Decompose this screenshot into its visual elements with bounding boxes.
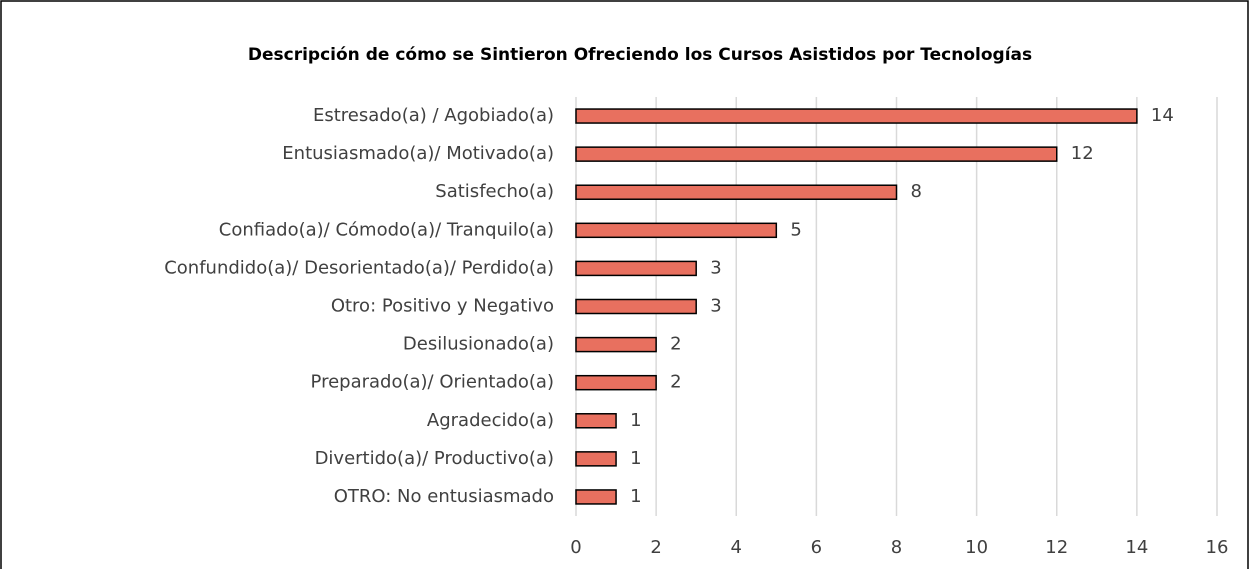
x-tick-label: 0 — [570, 537, 581, 558]
y-tick-label: Estresado(a) / Agobiado(a) — [313, 105, 554, 126]
y-tick-label: Preparado(a)/ Orientado(a) — [311, 372, 554, 393]
x-tick-label: 16 — [1206, 537, 1229, 558]
data-label: 12 — [1071, 143, 1094, 164]
data-label: 3 — [710, 257, 721, 278]
y-tick-label: Confundido(a)/ Desorientado(a)/ Perdido(… — [164, 257, 554, 278]
bar — [575, 222, 778, 239]
x-tick-label: 2 — [650, 537, 661, 558]
data-label: 3 — [710, 296, 721, 317]
bar — [575, 260, 697, 277]
bar — [575, 451, 617, 467]
bar — [575, 336, 657, 353]
chart-title: Descripción de cómo se Sintieron Ofrecie… — [248, 45, 1032, 65]
y-tick-label: Satisfecho(a) — [435, 181, 554, 202]
x-tick-label: 12 — [1045, 537, 1068, 558]
data-label: 14 — [1151, 105, 1174, 126]
y-tick-label: Confiado(a)/ Cómodo(a)/ Tranquilo(a) — [219, 219, 554, 240]
y-tick-label: Desilusionado(a) — [403, 334, 554, 355]
bar — [575, 413, 617, 429]
bar — [575, 184, 898, 200]
x-tick-label: 8 — [891, 537, 902, 558]
data-label: 8 — [911, 181, 922, 202]
data-label: 2 — [670, 334, 681, 355]
bar — [575, 374, 657, 391]
x-tick-label: 10 — [965, 537, 988, 558]
x-tick-label: 14 — [1125, 537, 1148, 558]
y-tick-label: Agradecido(a) — [427, 410, 554, 431]
data-label: 2 — [670, 372, 681, 393]
y-tick-label: Otro: Positivo y Negativo — [331, 296, 554, 317]
bar — [575, 146, 1058, 162]
y-tick-label: Entusiasmado(a)/ Motivado(a) — [282, 143, 554, 164]
data-label: 1 — [630, 410, 641, 431]
bar — [575, 298, 697, 315]
y-tick-label: Divertido(a)/ Productivo(a) — [315, 448, 554, 469]
data-label: 1 — [630, 486, 641, 507]
data-label: 5 — [790, 219, 801, 240]
bar — [575, 489, 617, 505]
y-tick-label: OTRO: No entusiasmado — [334, 486, 554, 507]
data-label: 1 — [630, 448, 641, 469]
x-tick-label: 4 — [731, 537, 742, 558]
bar — [575, 108, 1138, 124]
x-tick-label: 6 — [811, 537, 822, 558]
